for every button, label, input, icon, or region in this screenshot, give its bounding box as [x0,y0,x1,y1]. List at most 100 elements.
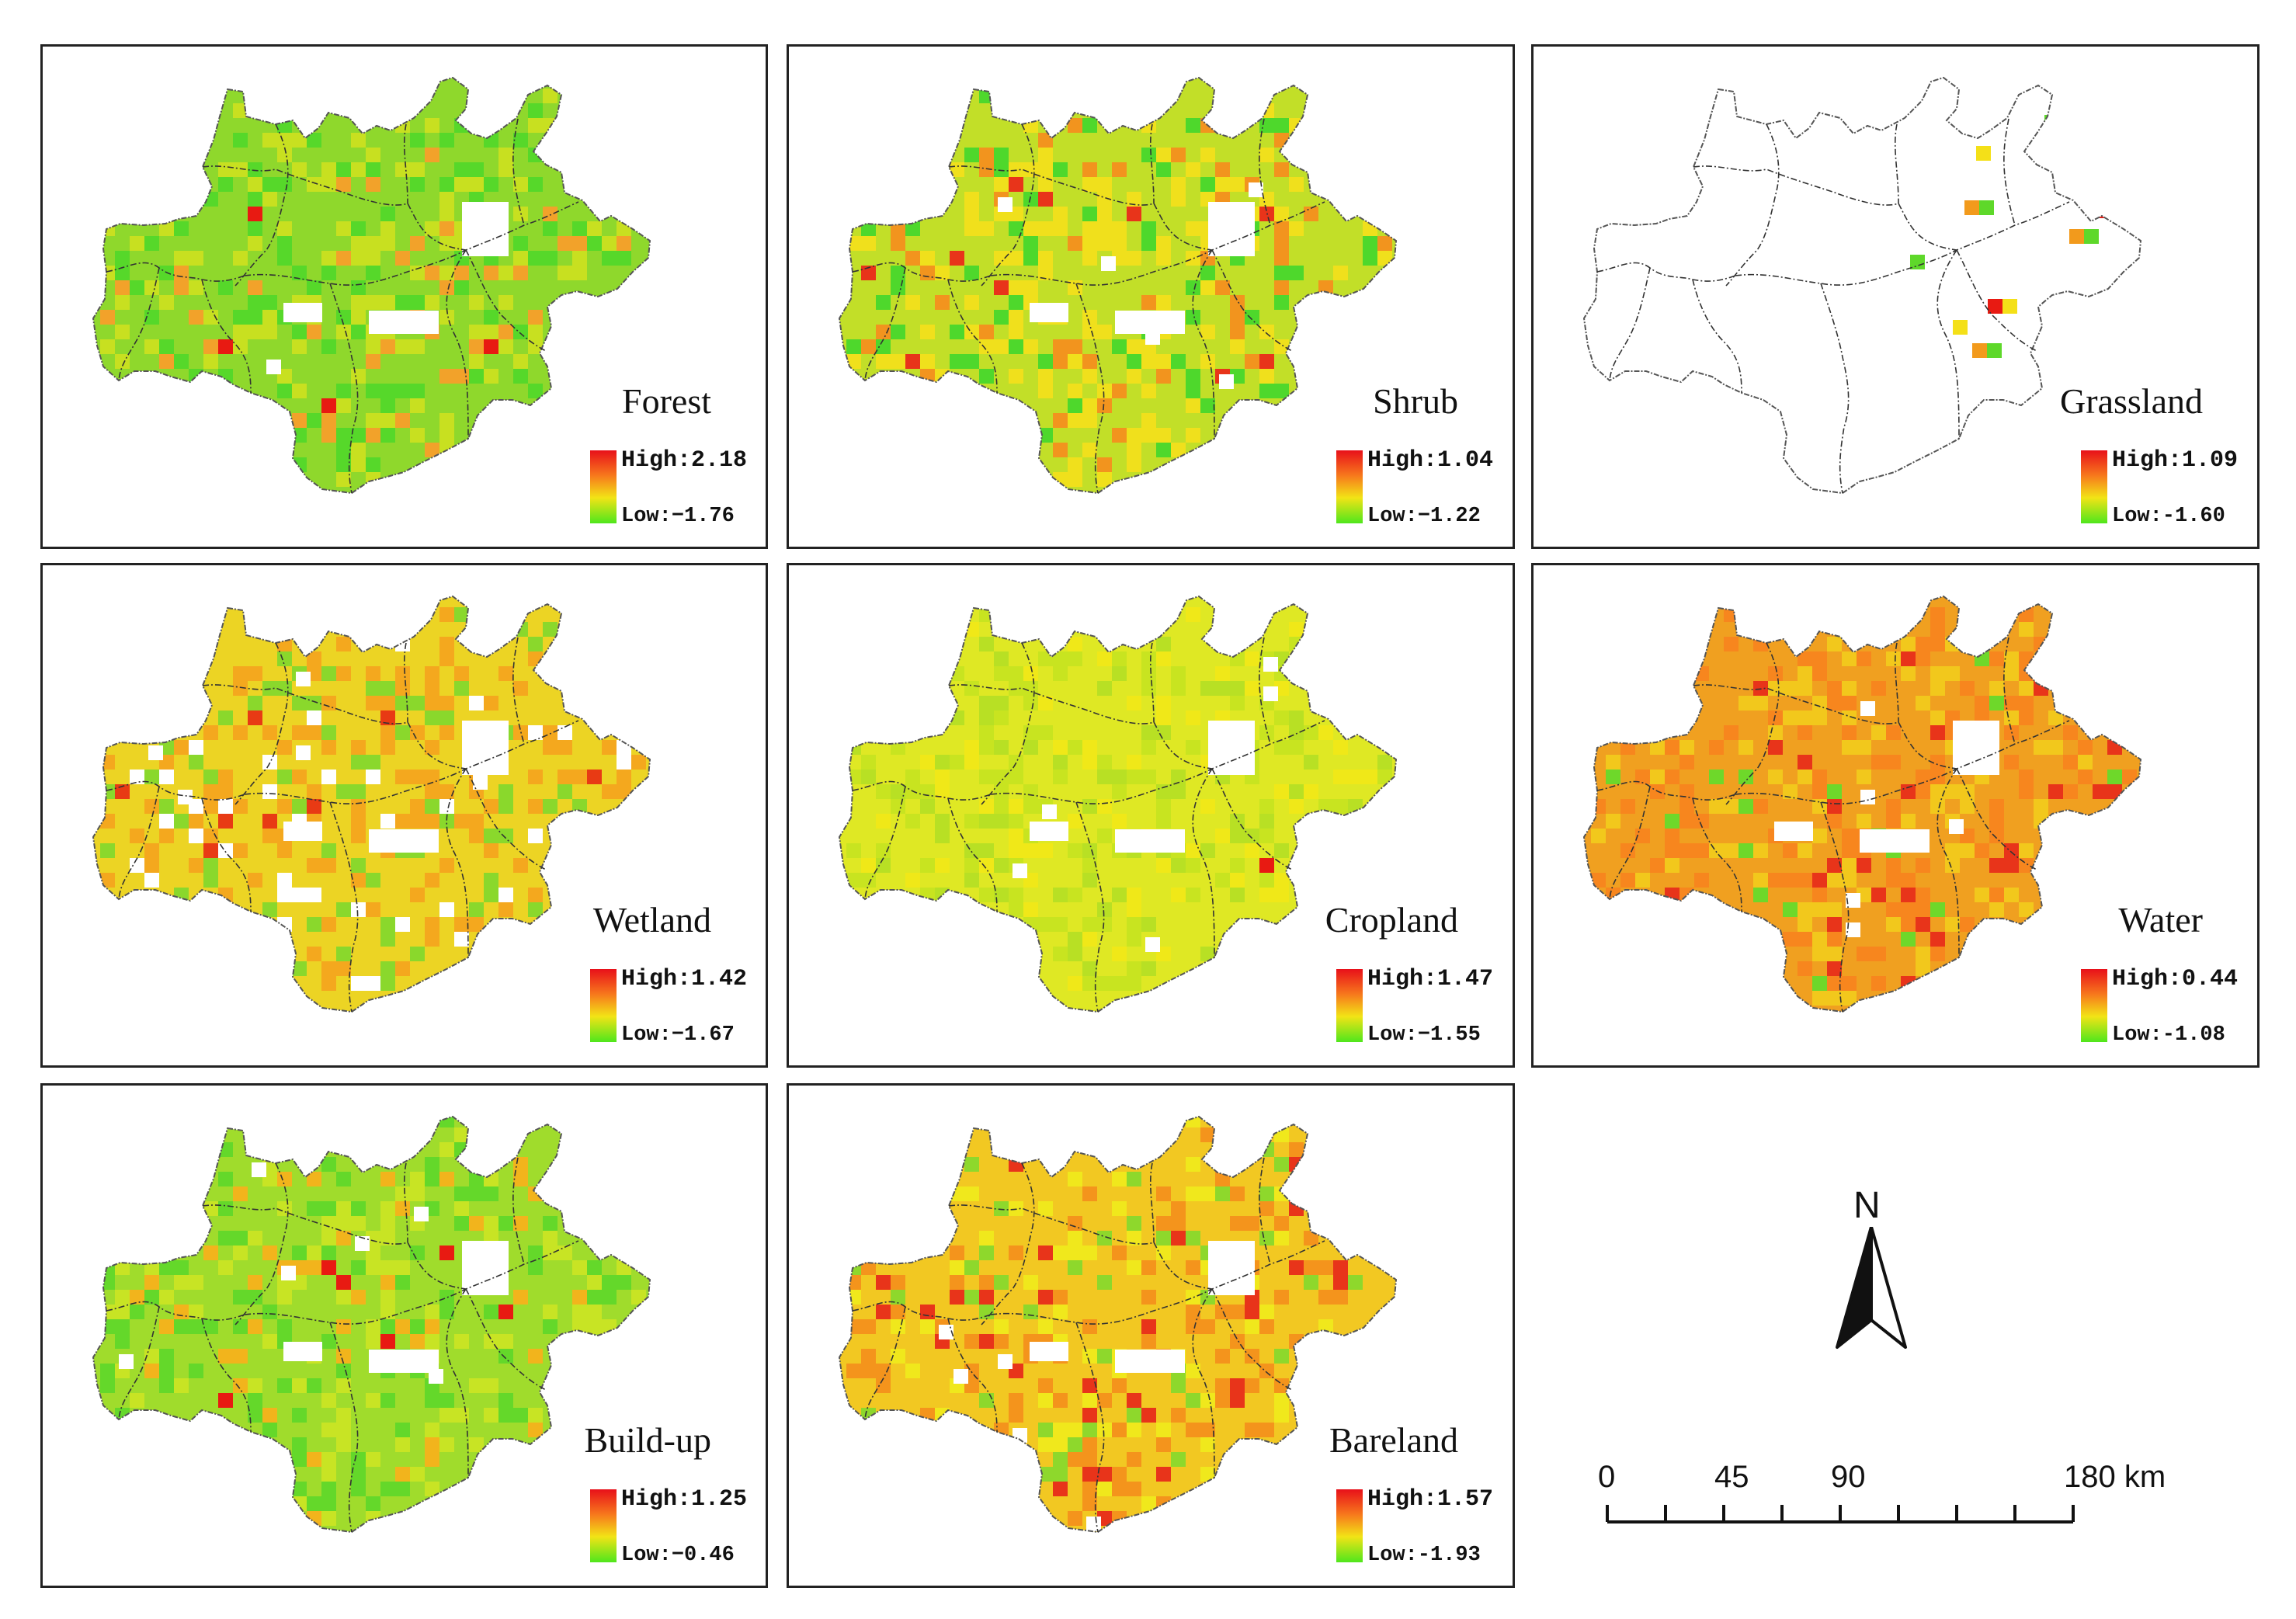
district-boundary [244,249,467,286]
district-boundary [118,786,160,900]
district-boundary [512,118,525,226]
legend-color-ramp [2081,969,2107,1042]
district-boundary [106,1301,245,1321]
district-boundary [1075,1322,1105,1533]
district-boundary [201,1318,252,1433]
district-boundary [234,1162,289,1325]
region-boundary [92,76,651,495]
legend-low-value: Low:−1.22 [1367,505,1481,528]
panel-title: Forest [622,381,711,421]
panel-shrub: Shrub High:1.04 Low:−1.22 [787,44,1515,549]
map-wetland [92,595,651,1013]
scale-bar-label: 90 [1831,1460,1866,1494]
district-boundary [1725,123,1780,287]
district-boundary [1075,283,1105,494]
district-boundary [864,1306,906,1420]
district-boundary [202,165,408,206]
legend-high-value: High:1.47 [1367,966,1494,992]
district-boundary [202,1204,408,1245]
region-boundary [838,595,1398,1013]
panel-title: Grassland [2060,381,2203,421]
district-boundary [1609,267,1651,381]
district-boundary [864,786,906,900]
district-boundary [981,642,1035,805]
district-boundary [465,1288,547,1391]
raster-shrub [839,78,1396,493]
legend-low-value: Low:-1.08 [2112,1023,2225,1047]
district-boundary [106,262,245,282]
raster-buildup [93,1117,650,1532]
region-boundary [1582,76,2142,495]
district-boundary [201,279,252,394]
district-boundary [1211,768,1293,870]
raster-bareland [839,1117,1396,1532]
district-boundary [1609,786,1651,900]
district-boundary [118,267,160,381]
district-boundary [446,1288,469,1478]
map-forest [92,76,651,495]
district-boundary [465,768,547,870]
legend-color-ramp [590,450,617,523]
district-boundary [1693,165,1899,206]
district-boundary [852,780,992,801]
district-boundary [948,684,1155,724]
district-boundary [1956,768,2037,870]
map-buildup [92,1115,651,1534]
legend-color-ramp [1336,1489,1363,1562]
district-boundary [1894,123,1899,204]
district-boundary [852,262,992,282]
district-boundary [465,249,547,352]
district-boundary [106,780,245,801]
district-boundary [1596,262,1736,282]
district-boundary [1735,768,1957,804]
panel-title: Cropland [1325,900,1458,940]
district-boundary [446,768,469,958]
map-grassland [1582,76,2142,495]
district-boundary [244,768,467,804]
legend-low-value: Low:-1.93 [1367,1544,1481,1567]
legend-low-value: Low:−1.67 [621,1023,735,1047]
legend-color-ramp [1336,450,1363,523]
district-boundary [948,1204,1155,1245]
north-arrow: N [1825,1184,1918,1355]
panel-bareland: Bareland High:1.57 Low:-1.93 [787,1083,1515,1588]
district-boundary [1192,768,1215,958]
district-boundary [2003,637,2016,745]
district-boundary [981,1162,1035,1325]
district-boundary [947,279,998,394]
district-boundary [1259,637,1271,745]
region-boundary [838,1115,1398,1534]
panel-title: Wetland [592,900,711,940]
district-boundary [990,1288,1213,1325]
district-boundary [1693,684,1899,724]
district-boundary [201,797,252,912]
panel-grassland: Grassland High:1.09 Low:-1.60 [1531,44,2260,549]
scale-bar-label: 45 [1714,1460,1749,1494]
legend-low-value: Low:-1.60 [2112,505,2225,528]
district-boundary [118,1306,160,1420]
legend-high-value: High:1.04 [1367,447,1494,474]
district-boundary [446,249,469,439]
region-boundary [92,595,651,1013]
district-boundary [990,768,1213,804]
legend-color-ramp [590,969,617,1042]
legend-color-ramp [1336,969,1363,1042]
legend-low-value: Low:−0.46 [621,1544,735,1567]
district-boundary [234,123,289,287]
district-boundary [512,637,525,745]
district-boundary [1820,283,1850,494]
scale-bar-label: 0 [1598,1460,1616,1494]
raster-cropland [839,596,1396,1012]
district-boundary [1192,1288,1215,1478]
map-cropland [838,595,1398,1013]
district-boundary [202,684,408,724]
district-boundary [947,797,998,912]
legend-low-value: Low:−1.55 [1367,1023,1481,1047]
panel-title: Build-up [584,1420,711,1460]
district-boundary [852,1301,992,1321]
raster-water [1584,596,2141,1012]
panel-water: Water High:0.44 Low:-1.08 [1531,563,2260,1068]
legend-high-value: High:1.25 [621,1486,748,1513]
district-boundary [1820,801,1850,1013]
